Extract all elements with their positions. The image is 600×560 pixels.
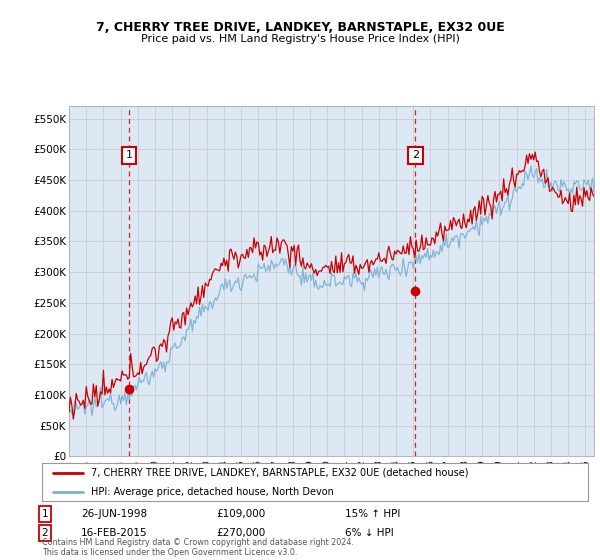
Text: 6% ↓ HPI: 6% ↓ HPI (345, 528, 394, 538)
Text: 26-JUN-1998: 26-JUN-1998 (81, 509, 147, 519)
Text: 16-FEB-2015: 16-FEB-2015 (81, 528, 148, 538)
Text: 2: 2 (412, 151, 419, 160)
Text: 1: 1 (125, 151, 133, 160)
Text: 7, CHERRY TREE DRIVE, LANDKEY, BARNSTAPLE, EX32 0UE: 7, CHERRY TREE DRIVE, LANDKEY, BARNSTAPL… (95, 21, 505, 34)
Text: £270,000: £270,000 (216, 528, 265, 538)
Text: 1: 1 (41, 509, 49, 519)
Text: 15% ↑ HPI: 15% ↑ HPI (345, 509, 400, 519)
Text: £109,000: £109,000 (216, 509, 265, 519)
Text: 7, CHERRY TREE DRIVE, LANDKEY, BARNSTAPLE, EX32 0UE (detached house): 7, CHERRY TREE DRIVE, LANDKEY, BARNSTAPL… (91, 468, 469, 478)
Text: Price paid vs. HM Land Registry's House Price Index (HPI): Price paid vs. HM Land Registry's House … (140, 34, 460, 44)
Text: HPI: Average price, detached house, North Devon: HPI: Average price, detached house, Nort… (91, 487, 334, 497)
Text: 2: 2 (41, 528, 49, 538)
Text: Contains HM Land Registry data © Crown copyright and database right 2024.
This d: Contains HM Land Registry data © Crown c… (42, 538, 354, 557)
